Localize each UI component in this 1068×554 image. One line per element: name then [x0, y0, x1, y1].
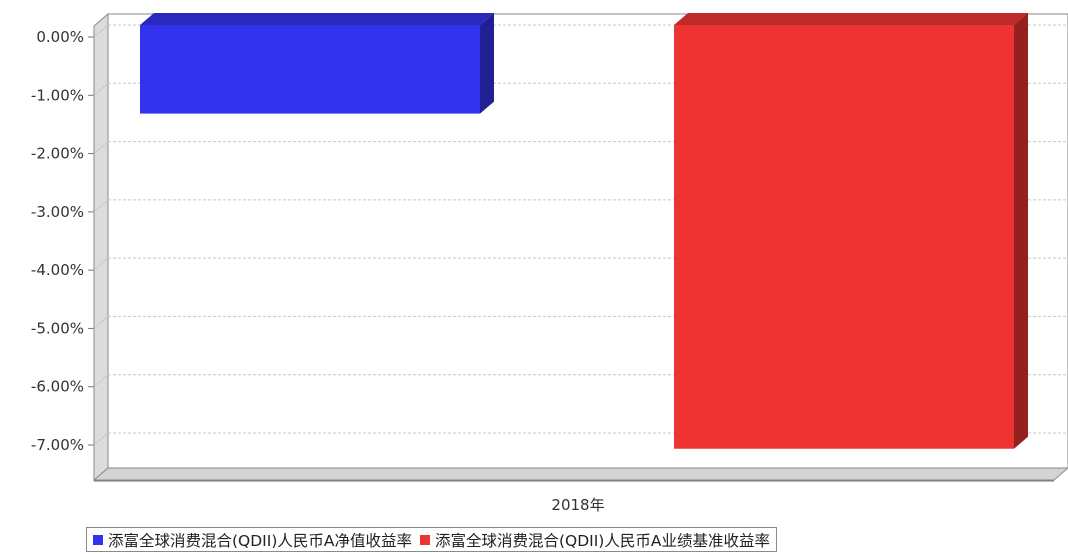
legend: 添富全球消费混合(QDII)人民币A净值收益率 添富全球消费混合(QDII)人民…: [86, 527, 777, 552]
y-tick-label: -3.00%: [31, 203, 84, 221]
bar-front-face: [674, 25, 1014, 449]
y-tick-label: -6.00%: [31, 378, 84, 396]
bar-side-face: [1014, 13, 1028, 449]
gridline-side: [93, 24, 109, 38]
bar-side-face: [480, 13, 494, 114]
plot-side-wall: [93, 12, 109, 482]
gridline-side: [93, 316, 109, 329]
y-tick-label: -7.00%: [31, 436, 84, 454]
gridline-side: [93, 141, 109, 154]
bar-benchmark-return: [674, 13, 1028, 449]
plot-floor: [92, 467, 1068, 481]
legend-swatch-blue: [93, 534, 103, 545]
bar-front-face: [140, 25, 480, 114]
gridline-side: [93, 374, 109, 388]
gridline-side: [93, 257, 109, 271]
legend-item-nav-return: 添富全球消费混合(QDII)人民币A净值收益率: [93, 529, 412, 551]
x-tick-label: 2018年: [551, 496, 604, 514]
y-tick-label: -5.00%: [31, 319, 84, 337]
gridline-side: [93, 82, 109, 96]
y-tick-label: -2.00%: [31, 145, 84, 163]
y-tick-label: 0.00%: [36, 28, 84, 46]
bar-nav-return: [140, 13, 494, 114]
bar-top-face: [140, 13, 494, 25]
gridline-side: [93, 432, 109, 446]
bars: [140, 13, 1028, 449]
legend-item-benchmark-return: 添富全球消费混合(QDII)人民币A业绩基准收益率: [419, 529, 770, 551]
legend-label-benchmark-return: 添富全球消费混合(QDII)人民币A业绩基准收益率: [434, 531, 770, 550]
legend-swatch-red: [419, 534, 430, 545]
gridline-side: [93, 199, 109, 213]
y-tick-label: -4.00%: [31, 261, 84, 279]
y-tick-label: -1.00%: [31, 86, 84, 104]
legend-label-nav-return: 添富全球消费混合(QDII)人民币A净值收益率: [108, 531, 412, 550]
bar-top-face: [674, 13, 1028, 25]
y-axis: 0.00% -1.00% -2.00% -3.00% -4.00% -5.00% -6.00…: [31, 28, 94, 454]
x-axis: 2018年: [551, 496, 604, 514]
